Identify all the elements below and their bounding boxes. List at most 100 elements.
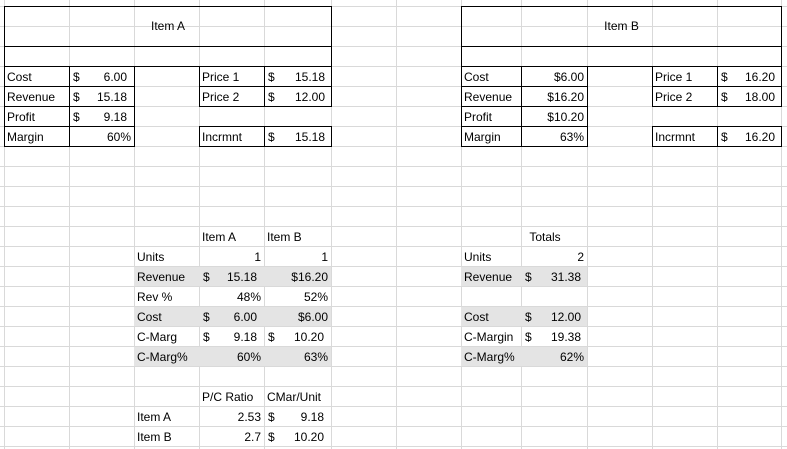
item-a-price1-value[interactable]: $15.18 <box>265 67 328 87</box>
shaded-band <box>134 267 331 286</box>
grid-row-line <box>0 166 787 167</box>
ratio-item-b-pc[interactable]: 2.7 <box>244 430 261 444</box>
ratio-item-a-cmar[interactable]: $9.18 <box>265 407 327 427</box>
comparison-revenue-b[interactable]: $16.20 <box>291 270 328 284</box>
comparison-revenue-a[interactable]: $15.18 <box>200 267 260 287</box>
grid-col-line <box>199 0 200 449</box>
comparison-units-a[interactable]: 1 <box>254 250 261 264</box>
item-a-incrmnt-label[interactable]: Incrmnt <box>202 130 243 144</box>
item-a-revenue-label[interactable]: Revenue <box>7 90 56 104</box>
ratio-header-cmar[interactable]: CMar/Unit <box>267 390 322 404</box>
table-divider <box>717 126 718 147</box>
item-b-spacer-box <box>461 46 782 67</box>
table-divider <box>199 86 332 87</box>
currency-symbol: $ <box>721 130 728 144</box>
comparison-header-item-b[interactable]: Item B <box>267 230 302 244</box>
totals-header[interactable]: Totals <box>529 230 561 244</box>
item-b-cost-label[interactable]: Cost <box>464 70 489 84</box>
grid-col-line <box>69 0 70 449</box>
totals-units-value[interactable]: 2 <box>577 250 584 264</box>
item-b-price1-value[interactable]: $16.20 <box>718 67 778 87</box>
grid-col-line <box>652 0 653 449</box>
item-a-incrmnt-value[interactable]: $15.18 <box>265 127 328 147</box>
grid-col-line <box>521 0 522 449</box>
cell-number: 10.20 <box>293 430 324 444</box>
comparison-rev-pct-a[interactable]: 48% <box>236 290 261 304</box>
item-a-title[interactable]: Item A <box>150 19 185 33</box>
cell-number: 19.38 <box>550 330 581 344</box>
comparison-cmarg-pct-label[interactable]: C-Marg% <box>137 350 188 364</box>
totals-cmarg-pct-label[interactable]: C-Marg% <box>464 350 515 364</box>
ratio-item-b-label[interactable]: Item B <box>137 430 172 444</box>
cell-number: 15.18 <box>294 130 325 144</box>
item-a-price2-value[interactable]: $12.00 <box>265 87 328 107</box>
grid-row-line <box>0 186 787 187</box>
grid-row-line <box>0 306 787 307</box>
comparison-cmarg-label[interactable]: C-Marg <box>137 330 178 344</box>
currency-symbol: $ <box>203 270 210 284</box>
grid-row-line <box>0 46 787 47</box>
currency-symbol: $ <box>203 310 210 324</box>
comparison-rev-pct-label[interactable]: Rev % <box>137 290 173 304</box>
grid-row-line <box>0 426 787 427</box>
item-b-profit-label[interactable]: Profit <box>464 110 493 124</box>
grid-col-line <box>717 0 718 449</box>
totals-cmargin-label[interactable]: C-Margin <box>464 330 514 344</box>
item-b-margin-value[interactable]: 63% <box>559 130 584 144</box>
currency-symbol: $ <box>268 430 275 444</box>
currency-symbol: $ <box>268 330 275 344</box>
comparison-cmarg-pct-a[interactable]: 60% <box>236 350 261 364</box>
totals-cost-label[interactable]: Cost <box>464 310 489 324</box>
item-b-profit-value[interactable]: $10.20 <box>547 110 584 124</box>
grid-row-line <box>0 386 787 387</box>
totals-cmarg-pct-value[interactable]: 62% <box>559 350 584 364</box>
item-a-price1-label[interactable]: Price 1 <box>202 70 240 84</box>
item-a-margin-value[interactable]: 60% <box>106 130 131 144</box>
cell-number: 9.18 <box>103 110 127 124</box>
comparison-cmarg-a[interactable]: $9.18 <box>200 327 260 347</box>
comparison-header-item-a[interactable]: Item A <box>202 230 237 244</box>
comparison-cost-label[interactable]: Cost <box>137 310 162 324</box>
comparison-units-label[interactable]: Units <box>137 250 165 264</box>
currency-symbol: $ <box>525 310 532 324</box>
ratio-header-pc[interactable]: P/C Ratio <box>202 390 254 404</box>
item-b-revenue-value[interactable]: $16.20 <box>547 90 584 104</box>
ratio-item-b-cmar[interactable]: $10.20 <box>265 427 327 447</box>
totals-revenue-label[interactable]: Revenue <box>464 270 513 284</box>
item-a-margin-label[interactable]: Margin <box>7 130 44 144</box>
totals-units-label[interactable]: Units <box>464 250 492 264</box>
item-b-price2-value[interactable]: $18.00 <box>718 87 778 107</box>
item-a-cost-value[interactable]: $6.00 <box>70 67 130 87</box>
item-a-revenue-value[interactable]: $15.18 <box>70 87 130 107</box>
item-b-price1-label[interactable]: Price 1 <box>655 70 693 84</box>
item-a-cost-label[interactable]: Cost <box>7 70 32 84</box>
ratio-item-a-label[interactable]: Item A <box>137 410 172 424</box>
totals-cost-value[interactable]: $12.00 <box>522 307 584 327</box>
ratio-item-a-pc[interactable]: 2.53 <box>237 410 261 424</box>
comparison-revenue-label[interactable]: Revenue <box>137 270 186 284</box>
comparison-units-b[interactable]: 1 <box>321 250 328 264</box>
grid-row-line <box>0 446 787 447</box>
item-b-incrmnt-value[interactable]: $16.20 <box>718 127 778 147</box>
comparison-cost-a[interactable]: $6.00 <box>200 307 260 327</box>
totals-revenue-value[interactable]: $31.38 <box>522 267 584 287</box>
comparison-cost-b[interactable]: $6.00 <box>297 310 328 324</box>
item-a-incrmnt-table <box>199 126 332 147</box>
item-b-title[interactable]: Item B <box>604 19 639 33</box>
item-b-cost-value[interactable]: $6.00 <box>553 70 584 84</box>
item-b-price2-label[interactable]: Price 2 <box>655 90 693 104</box>
item-b-revenue-label[interactable]: Revenue <box>464 90 513 104</box>
item-b-margin-label[interactable]: Margin <box>464 130 501 144</box>
item-a-price2-label[interactable]: Price 2 <box>202 90 240 104</box>
totals-cmargin-value[interactable]: $19.38 <box>522 327 584 347</box>
shaded-band <box>461 307 587 326</box>
comparison-cmarg-pct-b[interactable]: 63% <box>303 350 328 364</box>
comparison-rev-pct-b[interactable]: 52% <box>303 290 328 304</box>
comparison-cmarg-b[interactable]: $10.20 <box>265 327 327 347</box>
item-b-incrmnt-label[interactable]: Incrmnt <box>655 130 696 144</box>
table-divider <box>652 86 782 87</box>
cell-number: 10.20 <box>293 330 324 344</box>
item-a-profit-label[interactable]: Profit <box>7 110 36 124</box>
item-a-profit-value[interactable]: $9.18 <box>70 107 130 127</box>
